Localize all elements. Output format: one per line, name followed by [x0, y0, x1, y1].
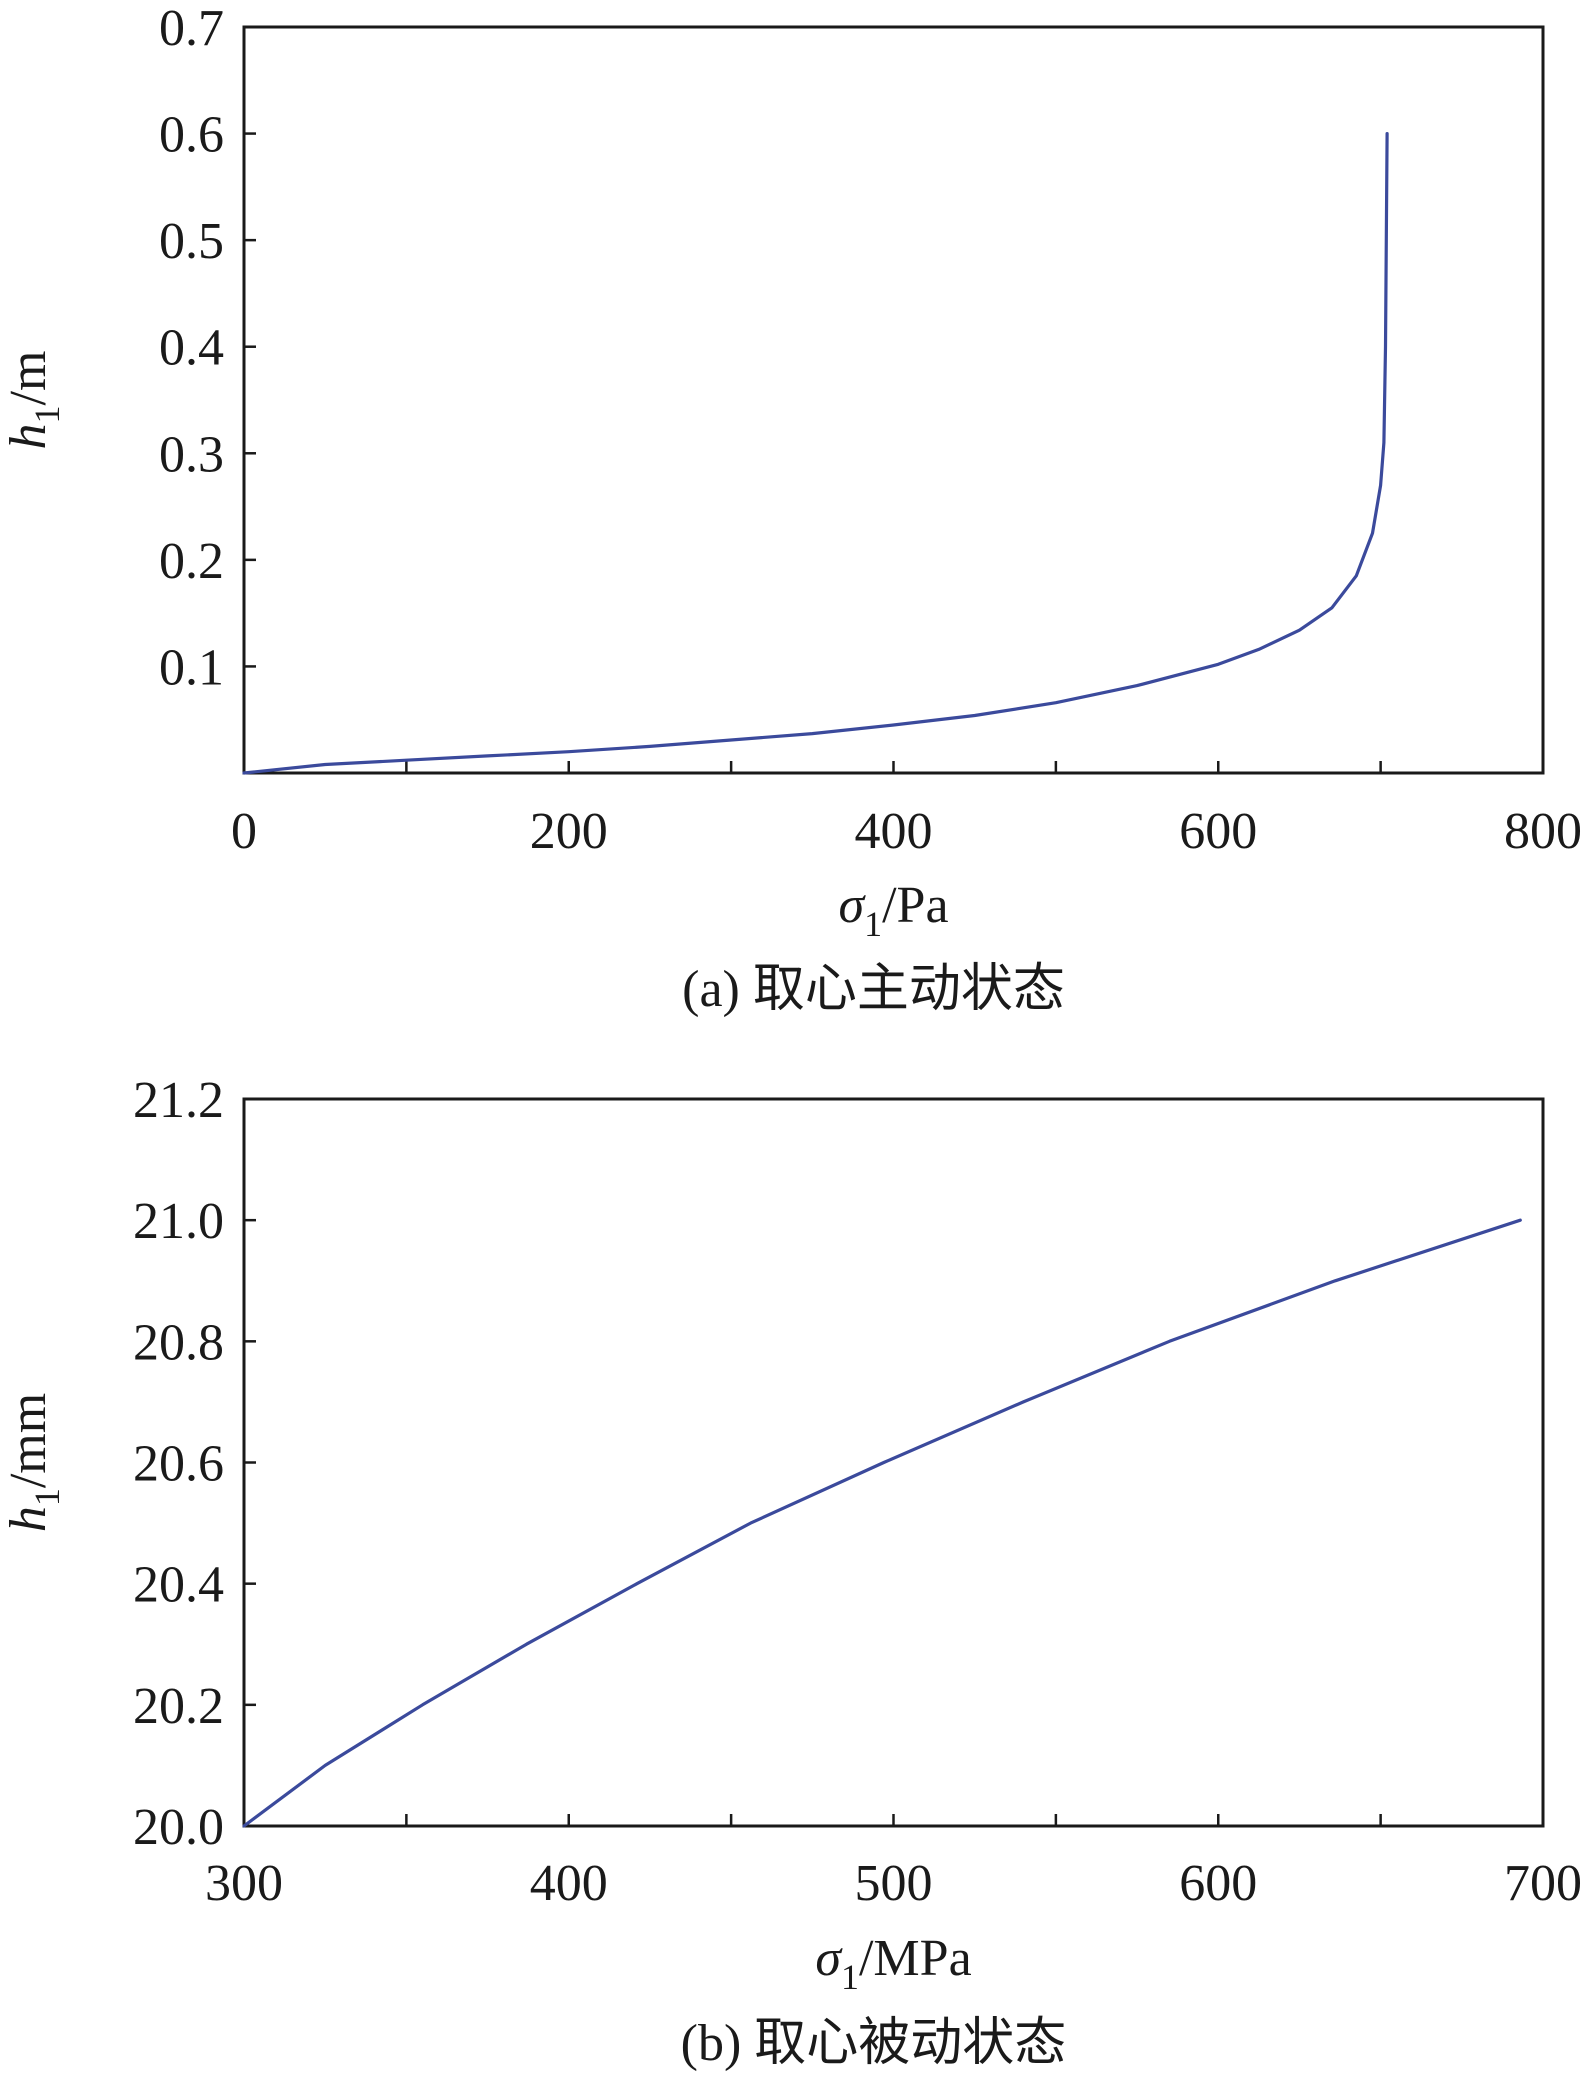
x-axis-title: σ1/MPa: [815, 1930, 971, 1997]
y-tick-label: 0.6: [159, 107, 224, 164]
y-tick-label: 20.6: [133, 1436, 224, 1493]
plot-frame: [242, 25, 1545, 775]
y-axis-subscript: 1: [27, 1488, 67, 1506]
y-tick-label: 0.1: [159, 639, 224, 696]
y-axis-symbol: h: [0, 423, 57, 449]
y-tick-label: 0.4: [159, 320, 224, 377]
x-tick-label: 500: [855, 1855, 933, 1912]
x-axis-symbol: σ: [815, 1930, 843, 1987]
panel-caption: (a) 取心主动状态: [682, 961, 1065, 1018]
x-tick-label: 300: [205, 1855, 283, 1912]
x-tick-label: 800: [1504, 803, 1582, 860]
plot-frame: [242, 1097, 1545, 1828]
x-tick-label: 200: [530, 803, 608, 860]
y-axis-title: h1/m: [0, 351, 67, 450]
y-axis-subscript: 1: [27, 405, 67, 423]
series-line: [242, 132, 1389, 775]
x-axis-unit: /Pa: [882, 877, 948, 934]
x-tick-label: 600: [1179, 803, 1257, 860]
y-axis-unit: /mm: [0, 1393, 57, 1488]
x-axis-unit: /MPa: [859, 1930, 972, 1987]
y-axis-symbol: h: [0, 1506, 57, 1532]
y-tick-label: 20.8: [133, 1314, 224, 1371]
y-axis-unit: /m: [0, 351, 57, 406]
x-axis-subscript: 1: [841, 1957, 859, 1997]
y-tick-label: 20.4: [133, 1557, 224, 1614]
x-axis-subscript: 1: [864, 904, 882, 944]
y-tick-label: 20.0: [133, 1799, 224, 1856]
y-tick-label: 21.2: [133, 1072, 224, 1129]
x-tick-label: 400: [855, 803, 933, 860]
x-tick-label: 400: [530, 1855, 608, 1912]
panel-caption: (b) 取心被动状态: [681, 2015, 1067, 2072]
x-axis-title: σ1/Pa: [838, 877, 948, 944]
y-axis-title: h1/mm: [0, 1393, 67, 1532]
panel-b: 300 400 500 600 700 20.0 20.2 20.4 20.6 20.8 21.0 2…: [0, 1072, 1582, 2072]
series-line: [242, 1218, 1522, 1828]
y-tick-label: 0.3: [159, 426, 224, 483]
y-tick-label: 0.5: [159, 213, 224, 270]
x-axis-symbol: σ: [838, 877, 866, 934]
y-tick-label: 21.0: [133, 1193, 224, 1250]
y-tick-label: 0.2: [159, 533, 224, 590]
x-tick-label: 600: [1179, 1855, 1257, 1912]
x-tick-label: 700: [1504, 1855, 1582, 1912]
panel-a: 0 200 400 600 8000.10.20.30.40.50.60.7σ1/Pah…: [0, 0, 1582, 1018]
x-tick-label: 0: [231, 803, 257, 860]
y-tick-label: 0.7: [159, 0, 224, 57]
y-tick-label: 20.2: [133, 1678, 224, 1735]
